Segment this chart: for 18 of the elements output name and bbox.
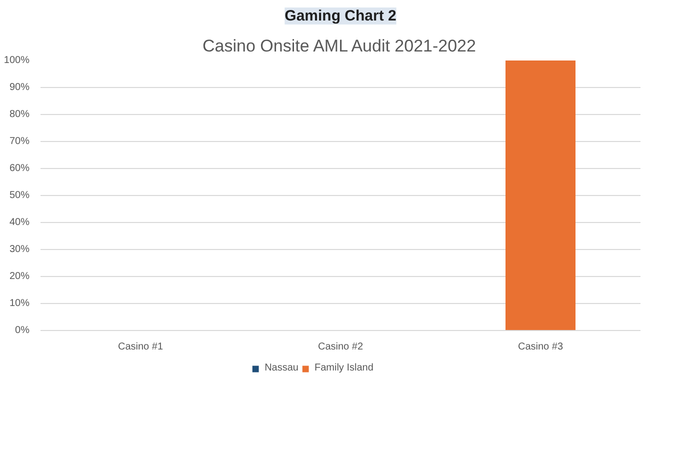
- chart-subtitle: Casino Onsite AML Audit 2021-2022: [202, 36, 476, 56]
- legend-label: Nassau: [264, 362, 298, 374]
- y-tick-label: 60%: [9, 163, 30, 174]
- x-tick-label: Casino #3: [518, 342, 564, 352]
- chart-title: Gaming Chart 2: [284, 8, 396, 24]
- y-tick-label: 90%: [9, 82, 30, 93]
- y-tick-label: 10%: [9, 298, 30, 309]
- y-tick-label: 100%: [4, 55, 30, 66]
- y-tick-label: 40%: [9, 217, 30, 228]
- y-tick-label: 50%: [9, 190, 30, 201]
- y-tick-label: 80%: [9, 109, 30, 120]
- x-tick-label: Casino #1: [118, 342, 164, 352]
- legend-label: Family Island: [314, 362, 374, 374]
- y-tick-label: 0%: [15, 325, 30, 336]
- y-tick-label: 30%: [9, 244, 30, 255]
- y-tick-label: 70%: [9, 136, 30, 147]
- x-tick-label: Casino #2: [318, 342, 364, 352]
- y-tick-label: 20%: [9, 271, 30, 282]
